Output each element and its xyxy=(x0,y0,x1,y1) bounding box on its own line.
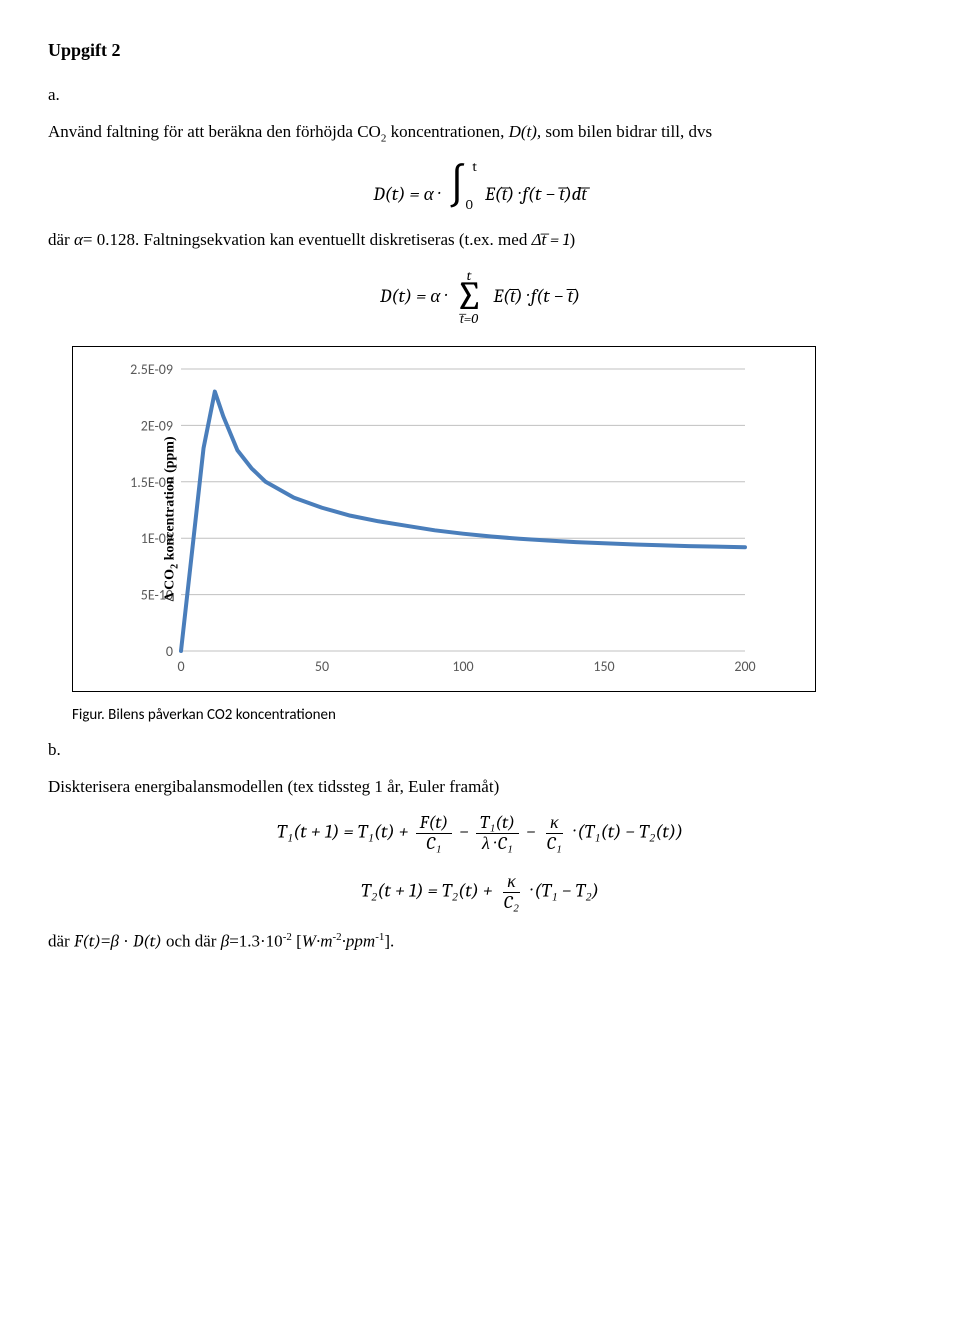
numerator: κ xyxy=(503,872,520,893)
svg-text:2.5E-09: 2.5E-09 xyxy=(130,361,173,378)
svg-text:50: 50 xyxy=(315,658,329,675)
text: Δt̅ = 1 xyxy=(532,231,570,250)
equation-2: D(t) = α · t ∑ t̅=0 E(t̅) · f(t − t̅) xyxy=(48,267,912,328)
svg-text:0: 0 xyxy=(166,643,173,660)
text: D(t), xyxy=(509,122,542,141)
eq-integrand: E(t̅) · f(t − t̅)dt̅ xyxy=(485,183,587,205)
part-a-label: a. xyxy=(48,85,912,105)
text: − xyxy=(459,821,473,843)
denominator: C₁ xyxy=(422,834,445,854)
text: 2 xyxy=(169,564,180,569)
equation-4: T₂(t + 1) = T₂(t) + κ C₂ · (T₁ − T₂) xyxy=(48,872,912,913)
text: där xyxy=(48,932,74,951)
text: β xyxy=(110,932,118,951)
text: där xyxy=(48,230,74,249)
denominator: C₁ xyxy=(543,834,566,854)
numerator: κ xyxy=(546,813,563,834)
numerator: F(t) xyxy=(416,813,452,834)
text: = 0.128. Faltningsekvation kan eventuell… xyxy=(83,230,532,249)
text: Använd faltning för att beräkna den förh… xyxy=(48,122,381,141)
part-b-label: b. xyxy=(48,740,912,760)
part-a-intro: Använd faltning för att beräkna den förh… xyxy=(48,121,912,146)
text: ]. xyxy=(384,932,394,951)
text: =1.3·10 xyxy=(229,932,283,951)
text: · (T₁(t) − T₂(t)) xyxy=(573,821,683,843)
text: och där xyxy=(162,932,221,951)
svg-text:150: 150 xyxy=(593,658,614,675)
text: -2 xyxy=(283,931,292,943)
text: · (T₁ − T₂) xyxy=(530,879,599,901)
fraction: F(t) C₁ xyxy=(416,813,452,854)
svg-text:2E-09: 2E-09 xyxy=(141,418,173,435)
sum-lower: t̅=0 xyxy=(460,310,478,328)
text: Δ CO xyxy=(163,569,178,602)
chart-container: Δ CO2 koncentration (ppm) 05E-101E-091.5… xyxy=(72,346,816,692)
eq-rhs: E(t̅) · f(t − t̅) xyxy=(493,285,580,307)
svg-text:100: 100 xyxy=(452,658,473,675)
text: koncentration (ppm) xyxy=(163,437,178,565)
text: som bilen bidrar till, dvs xyxy=(541,122,712,141)
text: ppm xyxy=(346,932,375,951)
text: -2 xyxy=(332,931,341,943)
equation-3: T₁(t + 1) = T₁(t) + F(t) C₁ − T₁(t) λ · … xyxy=(48,813,912,854)
text: [ xyxy=(292,932,302,951)
fraction: T₁(t) λ · C₁ xyxy=(476,813,519,854)
where-line: där α= 0.128. Faltningsekvation kan even… xyxy=(48,229,912,253)
chart-ylabel: Δ CO2 koncentration (ppm) xyxy=(163,437,181,602)
text: -1 xyxy=(375,931,384,943)
page-title: Uppgift 2 xyxy=(48,40,912,61)
svg-text:200: 200 xyxy=(734,658,755,675)
denominator: λ · C₁ xyxy=(478,834,517,854)
text: = xyxy=(101,932,111,951)
numerator: T₁(t) xyxy=(476,813,519,834)
text: F(t) xyxy=(74,933,101,952)
text: T₂(t + 1) = T₂(t) + xyxy=(361,879,497,901)
text: D(t) xyxy=(133,933,162,952)
equation-1: D(t) = α · ∫t0 E(t̅) · f(t − t̅)dt̅ xyxy=(48,160,912,211)
text: koncentrationen, xyxy=(386,122,508,141)
text: ) xyxy=(569,230,575,249)
text: T₁(t + 1) = T₁(t) + xyxy=(277,821,413,843)
denominator: C₂ xyxy=(500,893,523,913)
eq-lhs: D(t) = α · xyxy=(380,285,449,307)
footer-line: där F(t)=β · D(t) och där β=1.3·10-2 [W·… xyxy=(48,930,912,955)
figure-caption: Figur. Bilens påverkan CO2 koncentration… xyxy=(72,706,912,724)
summation-sign: t ∑ t̅=0 xyxy=(455,267,483,328)
svg-text:0: 0 xyxy=(177,658,184,675)
int-lower: 0 xyxy=(466,196,473,213)
fraction: κ C₂ xyxy=(500,872,523,913)
part-b-intro: Diskterisera energibalansmodellen (tex t… xyxy=(48,776,912,799)
int-upper: t xyxy=(472,158,477,175)
text: W·m xyxy=(302,932,333,951)
text: β xyxy=(221,932,229,951)
text: α xyxy=(74,230,83,249)
integral-sign: ∫t0 xyxy=(442,160,469,211)
fraction: κ C₁ xyxy=(543,813,566,854)
chart-plot: 05E-101E-091.5E-092E-092.5E-090501001502… xyxy=(117,359,757,679)
eq-lhs: D(t) = α · xyxy=(373,183,442,205)
text: − xyxy=(526,821,540,843)
text: · xyxy=(119,932,133,951)
